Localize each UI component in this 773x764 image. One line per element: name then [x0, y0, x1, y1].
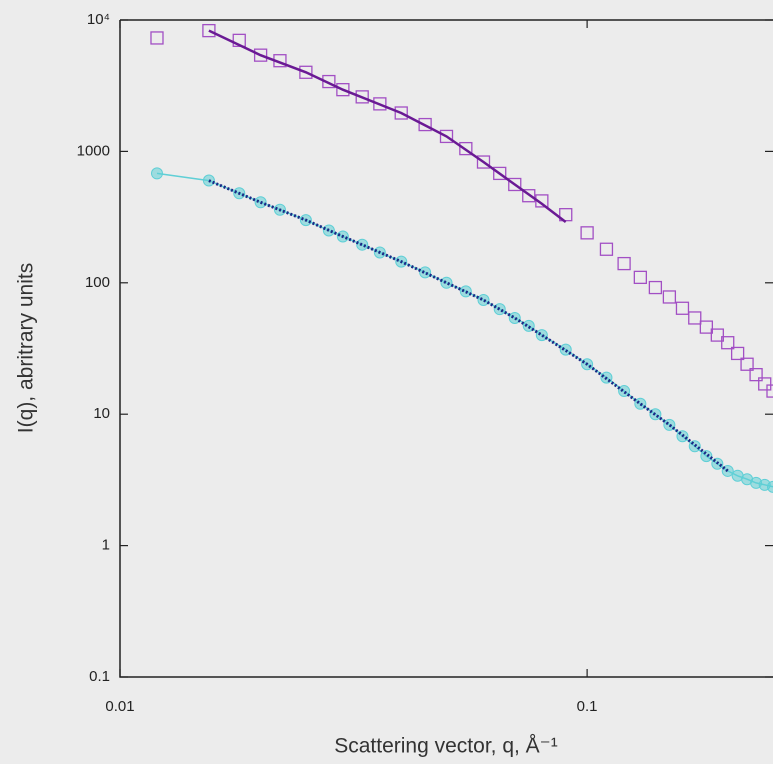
square-marker	[633, 270, 647, 285]
circle-marker	[522, 319, 535, 332]
square-marker	[355, 90, 369, 104]
square-marker	[394, 106, 408, 120]
circle-marker	[559, 343, 572, 356]
square-marker	[617, 256, 631, 271]
square-marker	[599, 242, 614, 256]
square-marker	[418, 117, 432, 132]
square-marker	[476, 155, 491, 169]
square-marker	[253, 48, 268, 62]
y-axis-label: I(q), abritrary units	[15, 263, 38, 433]
y-tick-label: 1	[102, 537, 110, 554]
circle-marker	[440, 276, 453, 289]
square-marker	[522, 189, 536, 203]
circle-marker	[459, 285, 472, 298]
y-tick-label: 10	[93, 405, 110, 422]
square-marker	[688, 311, 702, 325]
square-marker	[439, 129, 454, 144]
square-marker	[710, 328, 724, 342]
circle-marker	[663, 418, 676, 431]
square-marker	[373, 97, 387, 111]
square-marker	[150, 31, 164, 45]
square-marker	[749, 367, 763, 382]
fit-line	[208, 179, 729, 473]
square-marker	[202, 23, 216, 38]
circle-marker	[535, 329, 548, 342]
square-marker	[493, 166, 507, 181]
y-tick-label: 10⁴	[87, 11, 110, 28]
circle-marker	[150, 167, 163, 180]
square-marker	[648, 280, 663, 295]
circle-marker	[508, 311, 521, 324]
x-tick-label: 0.1	[577, 698, 598, 715]
circle-marker	[618, 385, 631, 398]
fit-line	[208, 29, 567, 223]
circle-marker	[477, 293, 490, 306]
y-tick-label: 100	[85, 274, 110, 291]
square-marker	[730, 346, 745, 361]
circle-marker	[419, 266, 432, 279]
square-marker	[459, 141, 473, 156]
square-marker	[580, 226, 594, 240]
square-marker	[336, 83, 350, 97]
square-marker	[508, 177, 522, 192]
square-marker	[766, 384, 773, 398]
circle-marker	[767, 480, 773, 493]
x-tick-label: 0.01	[105, 698, 134, 715]
square-marker	[662, 290, 677, 304]
circle-marker	[493, 303, 506, 316]
x-axis-label: Scattering vector, q, Å⁻¹	[334, 735, 558, 758]
square-marker	[699, 320, 714, 334]
y-tick-label: 0.1	[89, 668, 110, 685]
circle-marker	[634, 397, 647, 410]
square-marker	[758, 377, 772, 391]
square-marker	[740, 357, 754, 371]
y-tick-label: 1000	[77, 142, 110, 159]
square-marker	[721, 336, 735, 350]
square-marker	[675, 301, 690, 315]
circle-marker	[356, 238, 369, 251]
circle-marker	[202, 174, 215, 187]
circle-marker	[721, 464, 734, 477]
square-marker	[299, 65, 313, 79]
